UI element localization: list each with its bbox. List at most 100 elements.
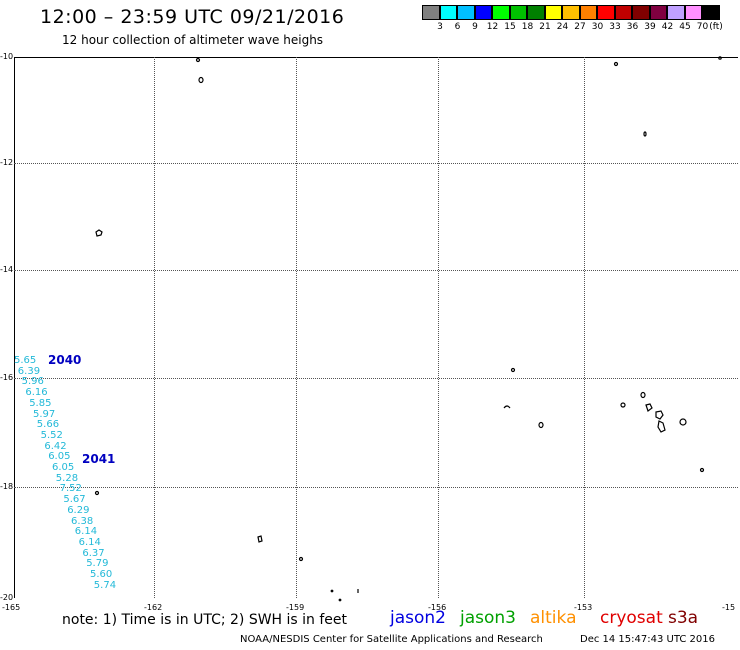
color-swatch	[509, 5, 527, 20]
swh-value: 5.96	[21, 376, 44, 388]
island	[645, 403, 653, 412]
color-swatch	[527, 5, 545, 20]
island	[657, 420, 666, 433]
color-scale-label: 36	[626, 22, 639, 32]
satellite-jason2: jason2	[390, 608, 446, 628]
color-scale-label: 30	[591, 22, 604, 32]
island	[640, 391, 646, 399]
x-tick-label: -162	[144, 603, 163, 612]
color-scale-label: 6	[454, 22, 461, 32]
color-swatch	[457, 5, 475, 20]
swh-value: 6.42	[44, 440, 67, 452]
color-swatch	[632, 5, 650, 20]
swh-value: 6.14	[78, 536, 101, 548]
map-title: 12:00 – 23:59 UTC 09/21/2016	[40, 6, 345, 28]
island	[510, 367, 516, 373]
y-tick-label: -16	[0, 373, 14, 382]
color-scale-legend	[422, 5, 720, 20]
color-swatch	[474, 5, 492, 20]
color-swatch	[422, 5, 440, 20]
swh-value: 6.05	[48, 451, 71, 463]
satellite-jason3: jason3	[460, 608, 516, 628]
footer-note: note: 1) Time is in UTC; 2) SWH is in fe…	[62, 612, 348, 628]
generation-timestamp: Dec 14 15:47:43 UTC 2016	[580, 634, 715, 645]
grid-line-v	[438, 57, 439, 598]
grid-line-h	[14, 163, 738, 164]
swh-value: 5.60	[90, 569, 113, 580]
color-swatch	[597, 5, 615, 20]
swh-value: 6.37	[82, 547, 105, 559]
island	[613, 61, 619, 67]
island	[679, 418, 687, 426]
satellite-s3a: s3a	[668, 608, 699, 628]
color-swatch	[439, 5, 457, 20]
color-scale-unit: (ft)	[709, 22, 723, 32]
color-scale-label: 9	[472, 22, 478, 32]
island	[620, 402, 626, 408]
x-tick-label: -165	[2, 603, 21, 612]
grid-line-h	[14, 270, 738, 271]
pass-label: 2041	[82, 452, 116, 466]
grid-line-v	[584, 57, 585, 598]
satellite-cryosat: cryosat	[600, 608, 663, 628]
swh-value: 5.66	[36, 419, 60, 431]
pass-label: 2040	[48, 353, 82, 367]
island	[338, 598, 342, 602]
island	[718, 56, 722, 60]
color-scale-label: 27	[574, 22, 586, 32]
color-scale-label: 12	[486, 22, 499, 32]
island	[699, 467, 705, 473]
color-swatch	[614, 5, 632, 20]
color-swatch	[579, 5, 597, 20]
color-scale-label: 18	[521, 22, 534, 32]
swh-value: 7.52	[59, 483, 82, 495]
color-scale-label: 21	[539, 22, 551, 32]
island	[95, 229, 103, 237]
swh-value: 5.79	[86, 558, 109, 570]
island	[655, 410, 664, 420]
color-scale-label: 33	[609, 22, 621, 32]
color-swatch	[562, 5, 580, 20]
color-scale-label: 3	[437, 22, 443, 32]
color-scale-label: 24	[556, 22, 569, 32]
color-scale-label: 42	[661, 22, 674, 32]
x-tick-label: -156	[428, 603, 447, 612]
color-scale-label: 70	[696, 22, 709, 32]
x-tick-label: -159	[286, 603, 305, 612]
color-scale-label: 39	[644, 22, 656, 32]
swh-value: 6.29	[67, 504, 90, 516]
color-swatch	[702, 5, 720, 20]
x-tick-label: -15	[722, 603, 736, 612]
grid-line-v	[296, 57, 297, 598]
island	[503, 405, 511, 409]
island	[257, 535, 263, 543]
swh-value: 5.85	[29, 397, 52, 409]
y-tick-label: -20	[0, 593, 14, 602]
y-tick-label: -14	[0, 265, 14, 274]
grid-line-v	[154, 57, 155, 598]
map-plot-area	[14, 57, 738, 598]
swh-value: 6.05	[52, 462, 75, 473]
color-swatch	[667, 5, 685, 20]
color-scale-label: 45	[679, 22, 691, 32]
swh-value: 6.38	[71, 515, 94, 527]
island	[198, 76, 204, 84]
map-subtitle: 12 hour collection of altimeter wave hei…	[62, 33, 324, 47]
grid-line-h	[14, 378, 738, 379]
island	[643, 131, 647, 137]
y-tick-label: -12	[0, 158, 14, 167]
grid-line-h	[14, 487, 738, 488]
swh-value: 6.14	[74, 526, 98, 538]
y-tick-label: -18	[0, 482, 14, 491]
credit-text: NOAA/NESDIS Center for Satellite Applica…	[240, 634, 543, 645]
color-swatch	[492, 5, 510, 20]
swh-value: 5.52	[40, 429, 63, 441]
swh-value: 6.39	[17, 365, 41, 377]
island	[298, 556, 304, 562]
swh-value: 5.97	[33, 408, 56, 420]
x-tick-label: -153	[574, 603, 593, 612]
y-tick-label: -10	[0, 52, 14, 61]
swh-value: 5.67	[63, 494, 86, 506]
island	[538, 421, 544, 429]
island	[94, 490, 100, 496]
